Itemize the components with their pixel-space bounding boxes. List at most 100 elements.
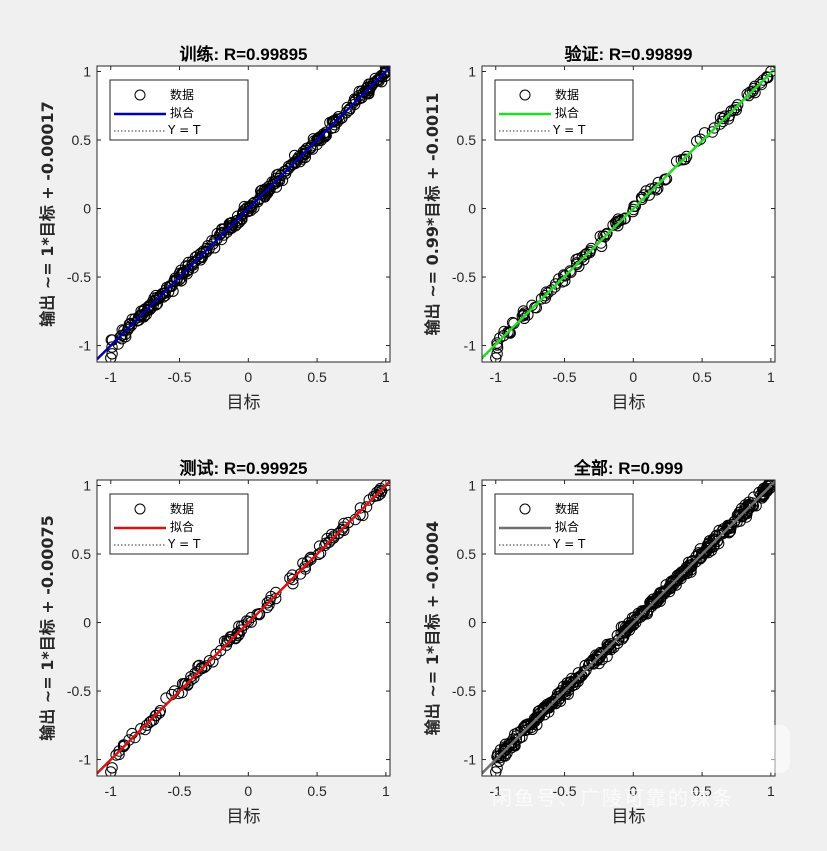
axes-box	[481, 65, 776, 363]
data-point	[674, 567, 686, 579]
data-point	[200, 660, 212, 672]
data-point	[696, 547, 708, 559]
data-point	[329, 119, 341, 131]
x-tick-label: -0.5	[167, 369, 191, 385]
data-point	[335, 112, 348, 124]
data-point	[110, 749, 122, 761]
data-point	[106, 348, 118, 360]
data-point	[612, 220, 624, 232]
data-point	[363, 83, 375, 95]
legend-label: 数据	[555, 501, 579, 516]
legend-label: Y = T	[167, 123, 201, 137]
data-point	[374, 482, 387, 495]
data-point	[723, 110, 735, 122]
data-point	[579, 248, 591, 261]
fit-line	[97, 66, 390, 361]
legend-label: Y = T	[552, 123, 586, 137]
data-points	[490, 480, 775, 776]
data-point	[580, 248, 592, 260]
data-point	[338, 524, 350, 536]
data-point	[542, 287, 554, 299]
data-point	[275, 169, 287, 182]
data-point	[516, 310, 528, 322]
data-point	[354, 502, 367, 514]
data-point	[341, 101, 353, 114]
legend-label: 拟合	[170, 519, 194, 534]
data-point	[559, 270, 571, 282]
data-point	[578, 254, 590, 266]
legend-label: 拟合	[170, 105, 194, 120]
data-point	[491, 339, 503, 351]
plot-content	[482, 66, 775, 362]
data-point	[117, 739, 130, 751]
data-point	[144, 716, 156, 728]
data-point	[748, 82, 760, 95]
data-point	[195, 662, 208, 674]
data-point	[499, 742, 512, 754]
data-point	[602, 641, 614, 653]
y-tick-label: 0.5	[457, 132, 477, 148]
plot-content	[97, 480, 390, 776]
x-tick-label: 1	[382, 783, 390, 799]
data-point	[680, 150, 693, 163]
data-point	[245, 616, 257, 628]
x-tick-label: 0	[244, 783, 252, 799]
data-point	[314, 547, 327, 559]
y-tick-label: 1	[468, 63, 476, 79]
data-point	[552, 690, 564, 703]
watermark-text: 闲鱼号、广陵可靠的辣条	[492, 786, 734, 810]
data-point	[325, 534, 337, 546]
axes-box	[96, 65, 391, 363]
data-point	[152, 292, 164, 305]
fit-line	[482, 480, 775, 775]
data-point	[214, 229, 226, 241]
y-axis-label: 输出 ~= 1*目标 + -0.00075	[38, 515, 57, 741]
x-tick-label: -0.5	[167, 783, 191, 799]
legend-box	[109, 493, 249, 555]
x-tick-label: 0	[629, 369, 637, 385]
chart-title: 验证: R=0.99899	[564, 44, 692, 64]
legend-marker-data	[134, 503, 146, 515]
plot-content	[97, 66, 390, 362]
data-point	[757, 74, 769, 86]
data-point	[539, 292, 551, 304]
data-point	[652, 176, 664, 189]
data-point	[717, 112, 729, 125]
chart-title: 全部: R=0.999	[573, 458, 683, 478]
x-tick-label: 0.5	[307, 369, 327, 385]
y-tick-label: 1	[468, 477, 476, 493]
x-tick-label: 0	[629, 783, 637, 799]
data-point	[730, 101, 742, 114]
y-tick-label: -0.5	[67, 269, 91, 285]
watermark-badge	[708, 725, 790, 773]
data-point	[716, 525, 728, 538]
data-point	[145, 302, 157, 314]
data-point	[293, 150, 305, 163]
data-point	[513, 732, 526, 744]
data-point	[252, 196, 264, 208]
data-point	[594, 646, 606, 659]
data-point	[262, 186, 274, 198]
y-tick-label: -1	[464, 752, 477, 768]
data-point	[193, 252, 205, 265]
data-point	[106, 341, 118, 353]
data-point	[350, 93, 362, 106]
y-axis-label: 输出 ~= 0.99*目标 + -0.0011	[423, 93, 442, 336]
x-axis-label: 目标	[612, 393, 646, 413]
data-point	[517, 308, 529, 321]
x-tick-label: 0	[244, 369, 252, 385]
data-point	[595, 647, 607, 660]
x-tick-label: -0.5	[552, 369, 576, 385]
data-point	[678, 153, 690, 166]
data-point	[613, 215, 625, 227]
x-tick-label: 0.5	[692, 369, 712, 385]
data-point	[619, 212, 631, 224]
y-tick-label: 0	[83, 615, 91, 631]
x-tick-label: 0.5	[692, 783, 712, 799]
data-point	[530, 711, 543, 723]
